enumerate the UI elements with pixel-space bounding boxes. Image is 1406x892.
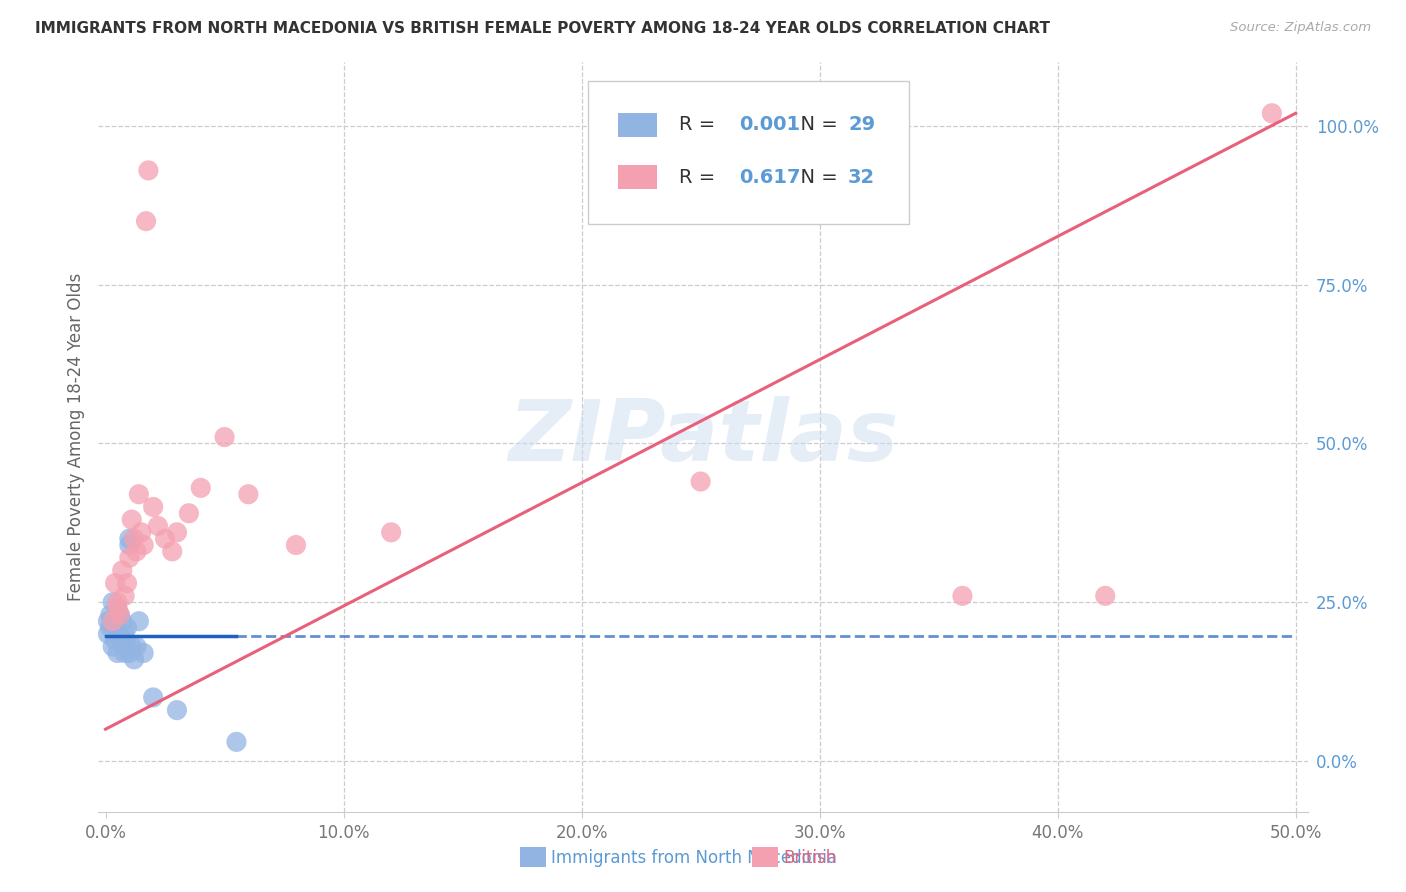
Point [142,690,165,705]
Point [108,607,131,622]
Text: R =: R = [679,168,721,186]
Point [689,475,711,489]
Text: 0.001: 0.001 [740,115,800,134]
Point [129,525,152,540]
Text: N =: N = [787,115,844,134]
Point [190,481,212,495]
Text: Source: ZipAtlas.com: Source: ZipAtlas.com [1230,21,1371,35]
FancyBboxPatch shape [619,165,657,189]
Text: IMMIGRANTS FROM NORTH MACEDONIA VS BRITISH FEMALE POVERTY AMONG 18-24 YEAR OLDS : IMMIGRANTS FROM NORTH MACEDONIA VS BRITI… [35,21,1050,37]
Point [98,621,121,635]
Point [132,538,155,552]
Point [114,589,136,603]
Y-axis label: Female Poverty Among 18-24 Year Olds: Female Poverty Among 18-24 Year Olds [66,273,84,601]
Point [121,640,143,654]
Point [107,646,129,660]
Point [135,214,157,228]
Text: Immigrants from North Macedonia: Immigrants from North Macedonia [551,849,837,867]
Point [114,627,136,641]
Point [101,595,124,609]
Point [1094,589,1116,603]
Text: British: British [783,849,837,867]
Point [107,595,129,609]
Text: 0.617: 0.617 [740,168,801,186]
Point [104,633,127,648]
Point [111,563,134,577]
Point [125,640,148,654]
Point [166,703,188,717]
Point [104,576,127,591]
Point [115,576,138,591]
Point [98,607,121,622]
Point [138,163,160,178]
Point [214,430,236,444]
Point [177,506,200,520]
Point [97,627,120,641]
Point [115,640,138,654]
Point [166,525,188,540]
Point [125,544,148,558]
Point [118,532,141,546]
Point [122,652,145,666]
Point [111,633,134,648]
Point [146,519,169,533]
Point [122,532,145,546]
Point [142,500,165,514]
Point [118,550,141,565]
Point [132,646,155,660]
Point [160,544,183,558]
Text: 29: 29 [848,115,875,134]
Point [118,646,141,660]
Point [121,513,143,527]
Point [128,614,150,628]
Point [97,614,120,628]
FancyBboxPatch shape [619,112,657,136]
Point [111,614,134,628]
Point [238,487,260,501]
FancyBboxPatch shape [588,81,908,224]
Point [101,614,124,628]
Point [1261,106,1284,120]
Point [107,601,129,615]
Point [115,621,138,635]
Point [380,525,402,540]
Text: R =: R = [679,115,721,134]
Point [153,532,176,546]
Point [101,640,124,654]
Point [104,614,127,628]
Point [225,735,247,749]
Text: 32: 32 [848,168,875,186]
Point [108,627,131,641]
Point [114,646,136,660]
Point [108,607,131,622]
Point [285,538,308,552]
Point [118,538,141,552]
Point [128,487,150,501]
Text: ZIPatlas: ZIPatlas [508,395,898,479]
Point [107,601,129,615]
Point [952,589,974,603]
Text: N =: N = [787,168,844,186]
